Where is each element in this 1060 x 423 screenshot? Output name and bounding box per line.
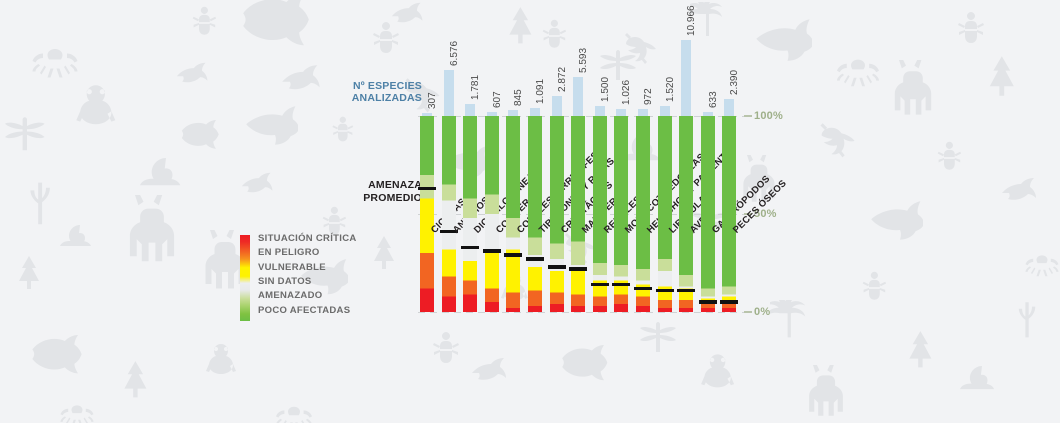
legend-item: POCO AFECTADAS bbox=[258, 304, 351, 316]
species-count-value: 2.390 bbox=[729, 70, 741, 96]
species-count-bar bbox=[594, 105, 605, 116]
average-threat-marker bbox=[612, 282, 631, 287]
species-count-value: 1.781 bbox=[470, 74, 482, 100]
threat-composition-bar bbox=[679, 116, 694, 312]
axis-tick bbox=[744, 115, 752, 117]
axis-tick bbox=[744, 213, 752, 215]
threat-composition-bar bbox=[636, 116, 650, 312]
species-count-bar bbox=[616, 108, 627, 116]
chart-column[interactable]: 607CONÍFERAS bbox=[482, 28, 542, 312]
threat-composition-bar bbox=[657, 116, 672, 312]
species-count-value: 5.593 bbox=[578, 48, 590, 74]
species-analyzed-label: Nº ESPECIES ANALIZADAS bbox=[344, 80, 422, 104]
chart-column[interactable]: 633 GASTRÓPODOS bbox=[698, 28, 772, 312]
average-threat-line2: PROMEDIO bbox=[363, 192, 422, 204]
species-count-value: 845 bbox=[513, 89, 525, 107]
average-threat-line1: AMENAZA bbox=[368, 179, 422, 191]
average-threat-marker bbox=[439, 229, 458, 234]
threat-composition-bar bbox=[484, 116, 499, 312]
legend-item: SITUACIÓN CRÍTICA bbox=[258, 233, 357, 244]
threat-composition-bar bbox=[441, 116, 456, 312]
chart-column[interactable]: 2.872 CRUSTÁCEOS bbox=[547, 28, 615, 312]
average-threat-marker bbox=[720, 300, 739, 304]
axis-label: 50% bbox=[754, 208, 777, 220]
threat-composition-bar bbox=[722, 116, 737, 312]
threat-composition-bar bbox=[592, 116, 607, 312]
species-count-bar bbox=[422, 113, 432, 116]
axis-label: 100% bbox=[754, 110, 783, 122]
species-count-bar bbox=[638, 109, 648, 116]
species-count-bar bbox=[659, 105, 670, 116]
threat-composition-bar bbox=[420, 116, 434, 312]
species-count-value: 1.520 bbox=[664, 76, 676, 102]
chart-column[interactable]: 972HELECHOS Y PARIENTES bbox=[634, 28, 739, 312]
species-count-value: 633 bbox=[707, 90, 719, 108]
chart-column[interactable]: 2.390 PECES ÓSEOS bbox=[720, 28, 789, 312]
species-count-bar bbox=[530, 108, 540, 116]
species-count-bar bbox=[486, 111, 497, 116]
species-count-value: 307 bbox=[427, 92, 438, 109]
chart-column[interactable]: 1.520LIBÉLULAS bbox=[655, 28, 713, 312]
average-threat-label: AMENAZA PROMEDIO bbox=[336, 179, 422, 205]
average-threat-marker bbox=[526, 257, 544, 261]
species-count-value: 6.576 bbox=[448, 41, 460, 67]
chart-column[interactable]: 1.781DICOTILODENEAS bbox=[461, 28, 542, 312]
species-analyzed-line2: ANALIZADAS bbox=[351, 92, 422, 104]
species-count-value: 1.500 bbox=[599, 76, 611, 102]
species-count-value: 10.966 bbox=[686, 5, 698, 36]
average-threat-marker bbox=[569, 267, 588, 271]
species-count-bar bbox=[702, 111, 713, 116]
average-threat-marker bbox=[677, 288, 696, 293]
average-threat-marker bbox=[634, 286, 652, 291]
threat-composition-bar bbox=[700, 116, 715, 312]
species-count-bar bbox=[681, 40, 692, 116]
threat-composition-bar bbox=[506, 116, 521, 312]
average-threat-marker bbox=[547, 265, 566, 269]
chart-column[interactable]: 845CORALES (ARRECIFES) bbox=[504, 28, 604, 312]
chart-column[interactable]: 1.091TIBURONES Y RAYAS bbox=[526, 28, 617, 312]
species-count-value: 2.872 bbox=[556, 67, 568, 93]
chart-column[interactable]: 6.576ANFIBIOS bbox=[439, 28, 492, 312]
axis-tick bbox=[744, 311, 752, 313]
species-analyzed-line1: Nº ESPECIES bbox=[352, 80, 422, 92]
species-count-bar bbox=[508, 110, 519, 116]
threat-composition-bar bbox=[614, 116, 629, 312]
legend-gradient-bar bbox=[240, 235, 250, 321]
legend-item: VULNERABLE bbox=[258, 261, 326, 273]
species-count-bar bbox=[551, 96, 562, 116]
species-count-value: 1.026 bbox=[621, 79, 633, 105]
species-count-value: 607 bbox=[491, 91, 503, 108]
gridline bbox=[418, 312, 748, 313]
average-threat-marker bbox=[504, 253, 523, 257]
species-count-bar bbox=[724, 99, 735, 116]
chart-column[interactable]: 1.026MONOCOTILEDONEAS bbox=[612, 28, 708, 312]
average-threat-marker bbox=[590, 282, 609, 287]
species-count-value: 1.091 bbox=[535, 79, 546, 105]
chart-column[interactable]: 307CICADAS bbox=[418, 28, 468, 312]
species-count-value: 972 bbox=[643, 88, 654, 106]
legend-item: AMENAZADO bbox=[258, 290, 323, 302]
chart-column[interactable]: 10.966AVES bbox=[677, 5, 714, 312]
threat-composition-bar bbox=[528, 116, 542, 312]
average-threat-marker bbox=[482, 249, 501, 253]
plot-area: 307CICADAS6.576ANFIBIOS1.781DICOTILODENE… bbox=[418, 5, 789, 312]
average-threat-marker bbox=[461, 245, 480, 249]
chart-column[interactable]: 5.593MAMÍFEROS bbox=[569, 28, 630, 312]
threat-composition-bar bbox=[549, 116, 564, 312]
species-count-bar bbox=[443, 70, 454, 116]
legend-item: EN PELIGRO bbox=[258, 247, 320, 259]
legend-item: SIN DATOS bbox=[258, 275, 312, 287]
chart-column[interactable]: 1.500REPTILES bbox=[590, 28, 644, 312]
average-threat-marker bbox=[418, 186, 436, 191]
average-threat-marker bbox=[655, 288, 674, 293]
threat-composition-bar bbox=[463, 116, 478, 312]
threat-composition-bar bbox=[571, 116, 586, 312]
species-count-bar bbox=[573, 77, 584, 116]
average-threat-marker bbox=[698, 300, 717, 304]
axis-label: 0% bbox=[754, 306, 771, 318]
species-count-bar bbox=[465, 103, 476, 116]
